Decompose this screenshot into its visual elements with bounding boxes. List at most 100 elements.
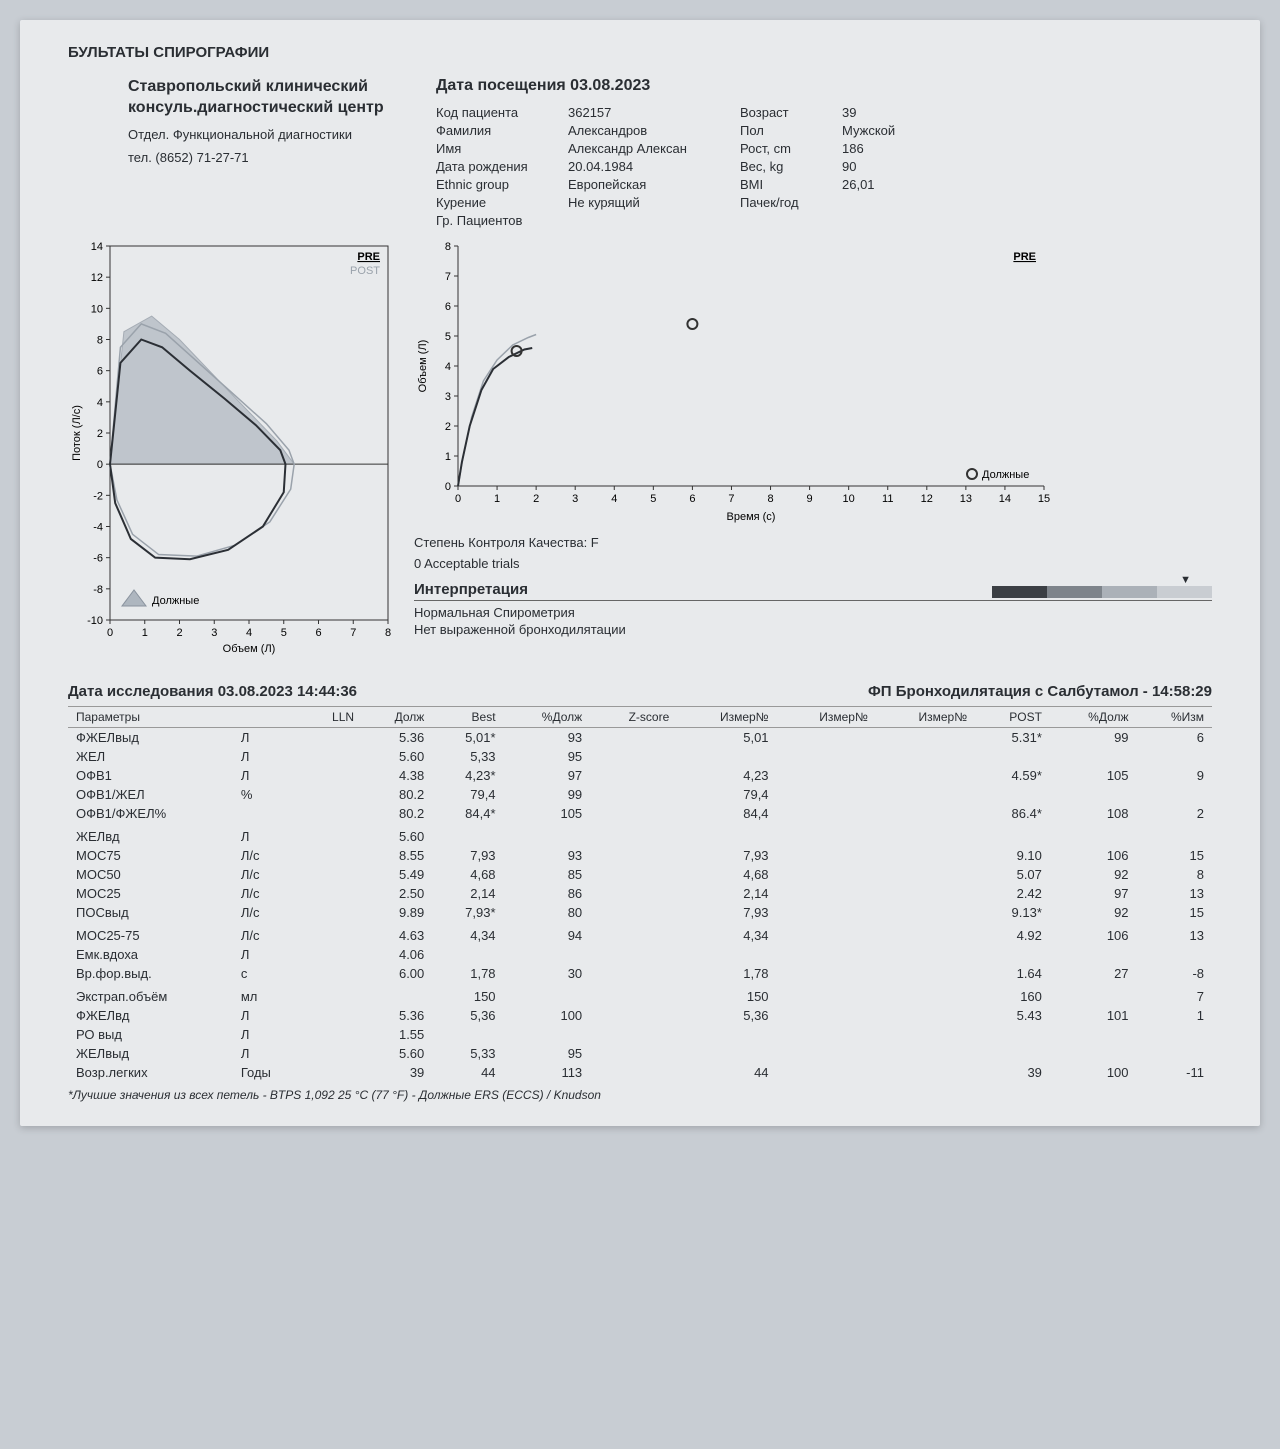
table-cell bbox=[876, 964, 975, 983]
table-cell: 7,93* bbox=[432, 903, 503, 922]
table-cell: 7,93 bbox=[677, 903, 776, 922]
table-cell bbox=[677, 1044, 776, 1063]
table-cell bbox=[876, 846, 975, 865]
svg-text:5: 5 bbox=[445, 331, 451, 343]
svg-text:10: 10 bbox=[843, 493, 855, 505]
table-cell: 1 bbox=[1137, 1006, 1212, 1025]
results-table: ПараметрыLLNДолжBest%ДолжZ-scoreИзмер№Из… bbox=[68, 706, 1212, 1082]
table-cell bbox=[1050, 823, 1137, 846]
table-cell: Л/с bbox=[233, 884, 304, 903]
svg-text:5: 5 bbox=[281, 627, 287, 639]
table-cell: 150 bbox=[677, 983, 776, 1006]
table-cell: 100 bbox=[504, 1006, 591, 1025]
table-cell: Л bbox=[233, 1044, 304, 1063]
table-cell: 92 bbox=[1050, 865, 1137, 884]
table-cell bbox=[304, 964, 362, 983]
col-header: %Изм bbox=[1137, 707, 1212, 728]
table-cell bbox=[975, 1044, 1050, 1063]
table-cell bbox=[1050, 1025, 1137, 1044]
svg-text:-2: -2 bbox=[93, 490, 103, 502]
test-date-left: Дата исследования 03.08.2023 14:44:36 bbox=[68, 683, 357, 700]
table-cell bbox=[1050, 785, 1137, 804]
table-cell bbox=[304, 922, 362, 945]
flow-volume-chart: -10-8-6-4-202468101214012345678Объем (Л)… bbox=[68, 236, 398, 656]
table-cell bbox=[876, 922, 975, 945]
table-cell: 5.60 bbox=[362, 747, 432, 766]
interp-line1: Нормальная Спирометрия bbox=[414, 605, 1212, 622]
clinic-dept: Отдел. Функциональной диагностики bbox=[128, 127, 388, 142]
table-row: ФЖЕЛвыдЛ5.365,01*935,015.31*996 bbox=[68, 728, 1212, 748]
table-cell bbox=[777, 747, 876, 766]
table-cell bbox=[777, 785, 876, 804]
svg-text:0: 0 bbox=[97, 459, 103, 471]
table-cell bbox=[975, 785, 1050, 804]
table-cell: 5.43 bbox=[975, 1006, 1050, 1025]
test-date-right: ФП Бронходилятация с Салбутамол - 14:58:… bbox=[868, 683, 1212, 700]
val-dob: 20.04.1984 bbox=[568, 159, 728, 174]
table-cell bbox=[777, 728, 876, 748]
footnote: *Лучшие значения из всех петель - BTPS 1… bbox=[68, 1088, 1212, 1102]
svg-text:1: 1 bbox=[142, 627, 148, 639]
svg-text:4: 4 bbox=[246, 627, 252, 639]
table-cell bbox=[590, 865, 677, 884]
table-cell bbox=[590, 903, 677, 922]
table-cell: 6.00 bbox=[362, 964, 432, 983]
val-patient-group bbox=[568, 213, 728, 228]
table-cell: ФЖЕЛвыд bbox=[68, 728, 233, 748]
table-cell bbox=[590, 884, 677, 903]
table-cell: -8 bbox=[1137, 964, 1212, 983]
table-cell: 4.63 bbox=[362, 922, 432, 945]
table-cell: МОС25-75 bbox=[68, 922, 233, 945]
table-cell: 86.4* bbox=[975, 804, 1050, 823]
svg-text:1: 1 bbox=[494, 493, 500, 505]
table-cell bbox=[777, 903, 876, 922]
lbl-sex: Пол bbox=[740, 123, 830, 138]
table-cell: 5,36 bbox=[432, 1006, 503, 1025]
table-cell: 106 bbox=[1050, 922, 1137, 945]
table-cell: Л bbox=[233, 766, 304, 785]
table-cell bbox=[677, 945, 776, 964]
table-cell bbox=[432, 823, 503, 846]
table-cell: 101 bbox=[1050, 1006, 1137, 1025]
svg-text:0: 0 bbox=[455, 493, 461, 505]
table-cell bbox=[1137, 1025, 1212, 1044]
table-cell: 93 bbox=[504, 728, 591, 748]
table-cell: 97 bbox=[504, 766, 591, 785]
table-cell bbox=[876, 945, 975, 964]
table-cell bbox=[677, 823, 776, 846]
svg-text:3: 3 bbox=[211, 627, 217, 639]
svg-text:7: 7 bbox=[728, 493, 734, 505]
table-cell bbox=[677, 1025, 776, 1044]
table-cell: 79,4 bbox=[677, 785, 776, 804]
table-cell: Емк.вдоха bbox=[68, 945, 233, 964]
svg-text:8: 8 bbox=[97, 335, 103, 347]
table-cell: 5,33 bbox=[432, 1044, 503, 1063]
svg-text:10: 10 bbox=[91, 303, 103, 315]
table-cell: Л bbox=[233, 823, 304, 846]
svg-text:-6: -6 bbox=[93, 553, 103, 565]
table-cell: ОФВ1/ЖЕЛ bbox=[68, 785, 233, 804]
table-cell: -11 bbox=[1137, 1063, 1212, 1082]
svg-text:6: 6 bbox=[445, 301, 451, 313]
table-cell bbox=[590, 785, 677, 804]
table-cell bbox=[876, 785, 975, 804]
svg-text:8: 8 bbox=[445, 241, 451, 253]
svg-text:Время (с): Время (с) bbox=[727, 511, 776, 523]
table-cell: 9.10 bbox=[975, 846, 1050, 865]
table-cell: 80.2 bbox=[362, 785, 432, 804]
svg-text:PRE: PRE bbox=[357, 251, 380, 263]
table-cell: % bbox=[233, 785, 304, 804]
table-cell: 15 bbox=[1137, 903, 1212, 922]
svg-text:2: 2 bbox=[176, 627, 182, 639]
table-cell bbox=[304, 823, 362, 846]
table-cell bbox=[304, 865, 362, 884]
table-cell: 86 bbox=[504, 884, 591, 903]
table-cell bbox=[975, 823, 1050, 846]
table-cell: 7 bbox=[1137, 983, 1212, 1006]
table-cell bbox=[975, 1025, 1050, 1044]
table-cell: ПОСвыд bbox=[68, 903, 233, 922]
table-cell: ФЖЕЛвд bbox=[68, 1006, 233, 1025]
svg-text:2: 2 bbox=[445, 421, 451, 433]
table-cell bbox=[1137, 785, 1212, 804]
svg-text:8: 8 bbox=[385, 627, 391, 639]
